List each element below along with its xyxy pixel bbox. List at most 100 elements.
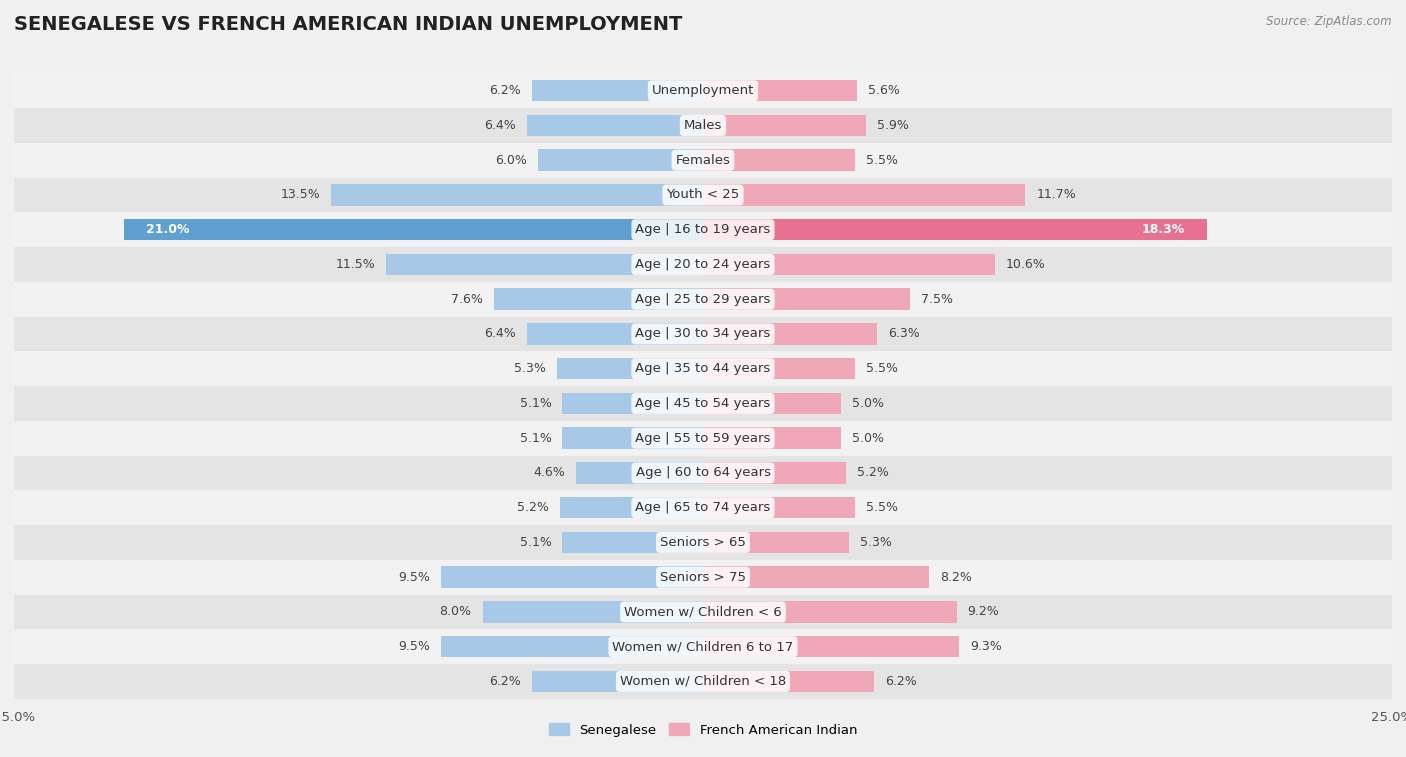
Text: 8.0%: 8.0% bbox=[440, 606, 471, 618]
Bar bbox=[703, 497, 855, 519]
Bar bbox=[703, 358, 855, 379]
Text: 7.6%: 7.6% bbox=[451, 293, 482, 306]
Bar bbox=[482, 601, 703, 623]
Bar bbox=[703, 636, 959, 657]
Bar bbox=[562, 393, 703, 414]
Text: 21.0%: 21.0% bbox=[146, 223, 190, 236]
Text: Unemployment: Unemployment bbox=[652, 84, 754, 97]
Bar bbox=[703, 184, 1025, 206]
Bar bbox=[557, 358, 703, 379]
Bar bbox=[703, 566, 929, 588]
Text: Males: Males bbox=[683, 119, 723, 132]
Bar bbox=[14, 386, 1392, 421]
Text: 10.6%: 10.6% bbox=[1007, 258, 1046, 271]
Bar bbox=[441, 566, 703, 588]
Text: Age | 16 to 19 years: Age | 16 to 19 years bbox=[636, 223, 770, 236]
Text: Seniors > 75: Seniors > 75 bbox=[659, 571, 747, 584]
Bar bbox=[124, 219, 703, 241]
Bar bbox=[531, 80, 703, 101]
Text: 5.1%: 5.1% bbox=[520, 536, 551, 549]
Bar bbox=[14, 247, 1392, 282]
Bar bbox=[703, 463, 846, 484]
Bar bbox=[527, 115, 703, 136]
Bar bbox=[14, 108, 1392, 143]
Bar bbox=[703, 323, 876, 344]
Text: 9.2%: 9.2% bbox=[967, 606, 1000, 618]
Text: 18.3%: 18.3% bbox=[1142, 223, 1185, 236]
Text: 6.2%: 6.2% bbox=[884, 675, 917, 688]
Text: 6.0%: 6.0% bbox=[495, 154, 527, 167]
Bar bbox=[562, 428, 703, 449]
Bar bbox=[703, 671, 875, 692]
Text: 4.6%: 4.6% bbox=[533, 466, 565, 479]
Text: 11.5%: 11.5% bbox=[335, 258, 375, 271]
Text: Age | 35 to 44 years: Age | 35 to 44 years bbox=[636, 362, 770, 375]
Text: Age | 20 to 24 years: Age | 20 to 24 years bbox=[636, 258, 770, 271]
Bar bbox=[441, 636, 703, 657]
Text: 9.5%: 9.5% bbox=[398, 571, 430, 584]
Text: Age | 55 to 59 years: Age | 55 to 59 years bbox=[636, 431, 770, 444]
Bar bbox=[14, 456, 1392, 491]
Bar bbox=[14, 491, 1392, 525]
Text: 9.5%: 9.5% bbox=[398, 640, 430, 653]
Bar bbox=[703, 115, 866, 136]
Text: 6.4%: 6.4% bbox=[484, 119, 516, 132]
Bar bbox=[703, 428, 841, 449]
Bar bbox=[387, 254, 703, 276]
Text: 5.1%: 5.1% bbox=[520, 431, 551, 444]
Text: Females: Females bbox=[675, 154, 731, 167]
Bar bbox=[527, 323, 703, 344]
Bar bbox=[703, 149, 855, 171]
Text: 5.3%: 5.3% bbox=[860, 536, 891, 549]
Text: SENEGALESE VS FRENCH AMERICAN INDIAN UNEMPLOYMENT: SENEGALESE VS FRENCH AMERICAN INDIAN UNE… bbox=[14, 15, 682, 34]
Bar bbox=[14, 560, 1392, 594]
Bar bbox=[14, 282, 1392, 316]
Bar bbox=[330, 184, 703, 206]
Text: 5.2%: 5.2% bbox=[517, 501, 548, 514]
Text: Age | 25 to 29 years: Age | 25 to 29 years bbox=[636, 293, 770, 306]
Bar bbox=[531, 671, 703, 692]
Text: Age | 65 to 74 years: Age | 65 to 74 years bbox=[636, 501, 770, 514]
Bar bbox=[14, 421, 1392, 456]
Text: 11.7%: 11.7% bbox=[1036, 188, 1076, 201]
Text: 5.9%: 5.9% bbox=[876, 119, 908, 132]
Text: 6.3%: 6.3% bbox=[887, 328, 920, 341]
Bar bbox=[703, 219, 1208, 241]
Text: Age | 30 to 34 years: Age | 30 to 34 years bbox=[636, 328, 770, 341]
Text: 7.5%: 7.5% bbox=[921, 293, 953, 306]
Bar bbox=[562, 531, 703, 553]
Bar bbox=[14, 316, 1392, 351]
Bar bbox=[703, 531, 849, 553]
Text: Women w/ Children < 18: Women w/ Children < 18 bbox=[620, 675, 786, 688]
Text: 5.6%: 5.6% bbox=[869, 84, 900, 97]
Text: Women w/ Children 6 to 17: Women w/ Children 6 to 17 bbox=[613, 640, 793, 653]
Bar bbox=[14, 664, 1392, 699]
Bar bbox=[14, 351, 1392, 386]
Text: Source: ZipAtlas.com: Source: ZipAtlas.com bbox=[1267, 15, 1392, 28]
Legend: Senegalese, French American Indian: Senegalese, French American Indian bbox=[544, 718, 862, 742]
Text: 6.4%: 6.4% bbox=[484, 328, 516, 341]
Text: Age | 45 to 54 years: Age | 45 to 54 years bbox=[636, 397, 770, 410]
Text: 5.5%: 5.5% bbox=[866, 154, 897, 167]
Bar bbox=[576, 463, 703, 484]
Bar bbox=[14, 525, 1392, 560]
Bar bbox=[14, 212, 1392, 247]
Bar bbox=[14, 73, 1392, 108]
Bar bbox=[703, 254, 995, 276]
Text: 8.2%: 8.2% bbox=[941, 571, 972, 584]
Text: 5.5%: 5.5% bbox=[866, 501, 897, 514]
Text: 9.3%: 9.3% bbox=[970, 640, 1002, 653]
Bar bbox=[703, 393, 841, 414]
Text: 5.2%: 5.2% bbox=[858, 466, 889, 479]
Bar bbox=[560, 497, 703, 519]
Text: 5.1%: 5.1% bbox=[520, 397, 551, 410]
Bar bbox=[703, 288, 910, 310]
Text: Seniors > 65: Seniors > 65 bbox=[659, 536, 747, 549]
Text: Youth < 25: Youth < 25 bbox=[666, 188, 740, 201]
Bar bbox=[14, 629, 1392, 664]
Bar bbox=[14, 143, 1392, 178]
Bar bbox=[537, 149, 703, 171]
Bar bbox=[703, 80, 858, 101]
Bar bbox=[14, 178, 1392, 212]
Text: Age | 60 to 64 years: Age | 60 to 64 years bbox=[636, 466, 770, 479]
